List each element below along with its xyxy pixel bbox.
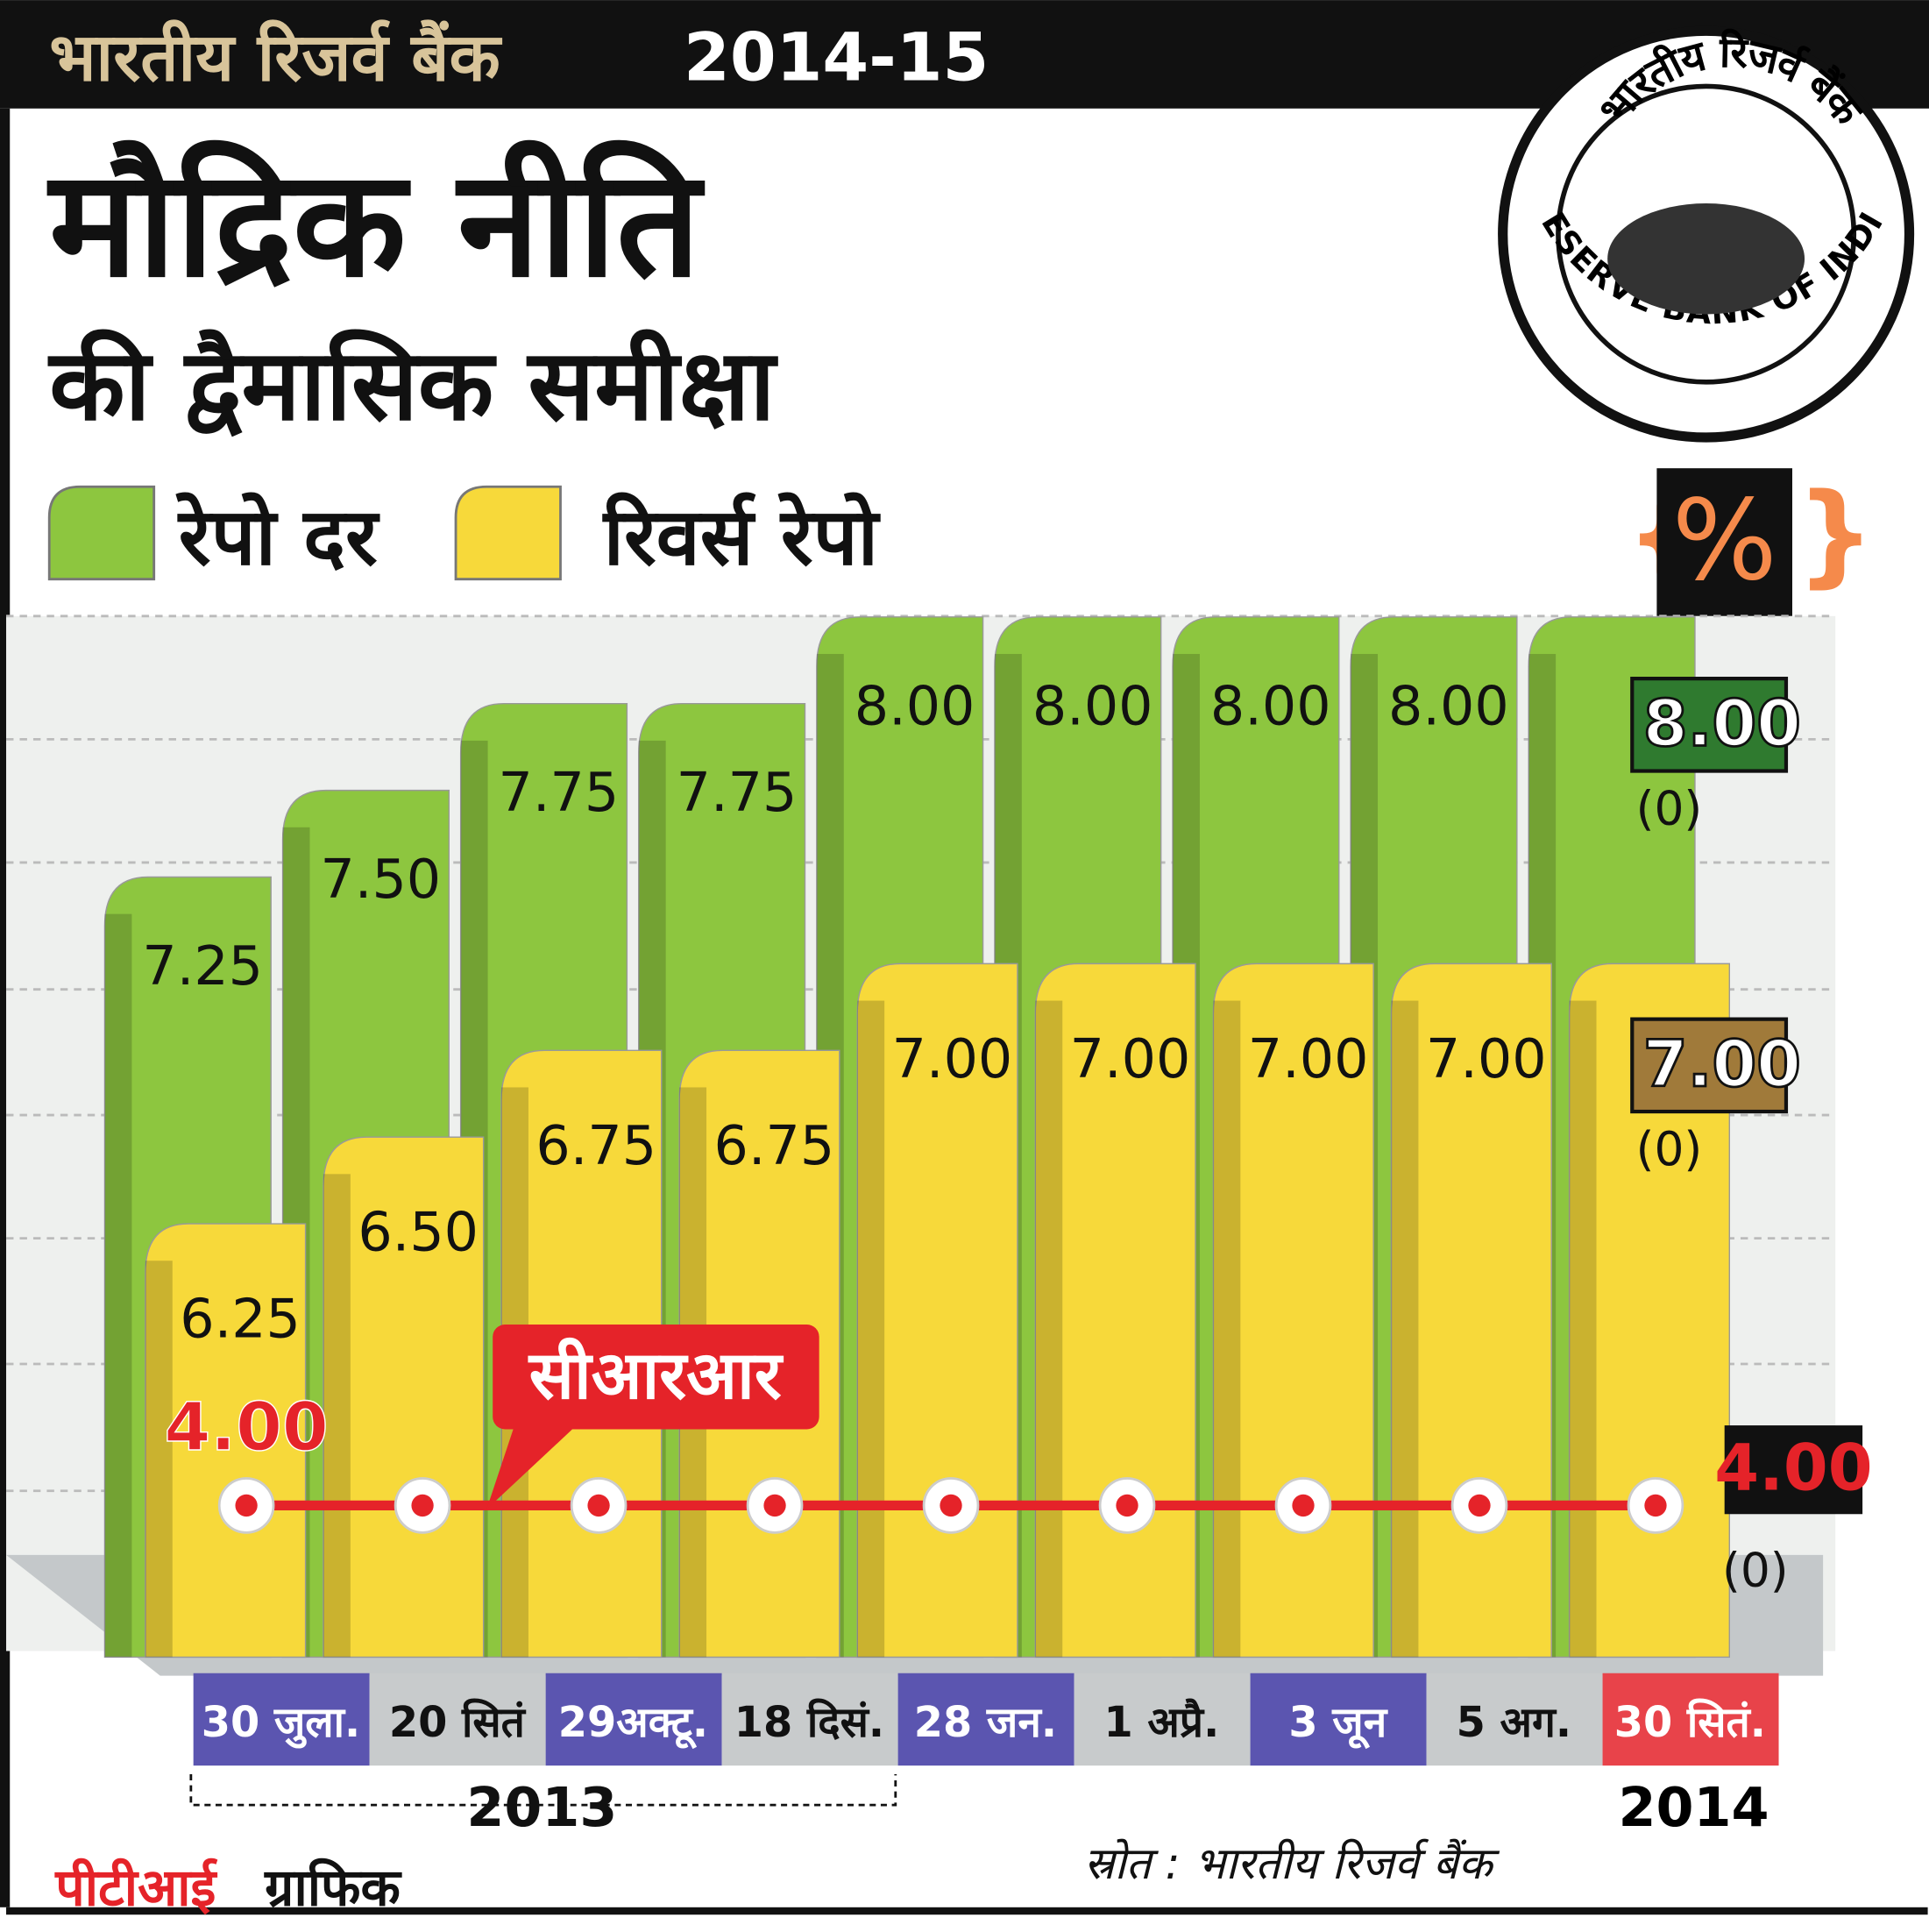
category-box [545,1673,722,1766]
header-org: भारतीय रिजर्व बैंक [49,18,502,96]
bar [323,1136,485,1659]
bar-side [1391,1000,1419,1658]
category-box [1602,1673,1779,1766]
value-label: 6.75 [714,1114,835,1177]
bar-side [1035,1000,1063,1658]
value-label: 7.75 [499,761,620,824]
credit-word: ग्राफिक [264,1857,402,1918]
value-label: 8.00 [1388,674,1509,737]
change-label: (0) [1722,1542,1789,1597]
bar [1568,962,1731,1659]
value-label: 6.25 [180,1288,301,1351]
x-tick-label: 28 जन. [914,1699,1057,1747]
value-label: 8.00 [855,674,975,737]
footer-line [6,1907,1928,1915]
category-box [897,1673,1074,1766]
source: स्रोत : भारतीय रिजर्व बैंक [1084,1837,1500,1889]
value-label: 8.00 [1643,686,1801,761]
point-core [1116,1494,1138,1517]
change-label: (0) [1636,1121,1703,1176]
value-label: 4.00 [164,1389,328,1466]
credit-agency: पीटीआई [54,1857,217,1918]
chart-title: मौद्रिक नीति [46,138,706,310]
bar-side [104,913,132,1658]
value-label: 7.75 [677,761,798,824]
category-box [193,1673,370,1766]
x-tick-label: 20 सितं [389,1698,527,1747]
value-label: 7.00 [1248,1027,1369,1090]
value-label: 7.00 [1643,1027,1801,1102]
legend-label: रेपो दर [175,492,380,583]
x-tick-label: 30 सितं. [1614,1698,1766,1747]
value-label: 8.00 [1032,674,1153,737]
x-tick-label: 29अक्टू. [558,1699,708,1750]
bar [856,962,1018,1659]
value-label: 7.00 [1426,1027,1547,1090]
value-box [1724,1425,1863,1515]
legend-label: रिवर्स रेपो [602,492,881,583]
bar [1390,962,1552,1659]
point-core [411,1494,434,1517]
x-tick-label: 3 जून [1288,1699,1387,1750]
unit-brace: } [1796,470,1875,599]
category-box [1426,1673,1603,1766]
category-box [1250,1673,1427,1766]
change-label: (0) [1636,781,1703,836]
point-core [587,1494,610,1517]
series-name: सीआरआर [528,1337,784,1414]
point-core [940,1494,962,1517]
point-core [1644,1494,1667,1517]
year-bracket [189,1774,897,1807]
value-label: 7.00 [892,1027,1013,1090]
value-label: 7.50 [320,848,441,911]
unit-box [1656,468,1792,616]
bar-side [145,1261,173,1658]
chart-subtitle: की द्वैमासिक समीक्षा [47,328,778,443]
value-label: 4.00 [1714,1431,1872,1505]
callout-box [493,1324,819,1430]
frame [0,108,11,1907]
value-box [1630,1017,1789,1114]
value-label: 7.00 [1070,1027,1191,1090]
legend-swatch [47,485,156,581]
header-period: 2014-15 [684,18,989,96]
bar-side [323,1174,351,1658]
value-box [1630,677,1789,773]
point-core [1468,1494,1491,1517]
category-box [721,1673,898,1766]
year-label: 2014 [1619,1776,1769,1839]
point-core [763,1494,786,1517]
x-tick-label: 1 अप्रै. [1104,1698,1220,1747]
legend-swatch [454,485,562,581]
value-label: 6.75 [535,1114,656,1177]
bar-side [857,1000,885,1658]
point-core [235,1494,258,1517]
value-label: 6.50 [358,1201,479,1264]
callout-pointer [486,1417,579,1509]
year-label: 2013 [466,1776,617,1839]
x-tick-label: 5 अग. [1457,1699,1571,1747]
bar [1212,962,1374,1659]
logo-tiger [1607,203,1805,315]
bar [1034,962,1196,1659]
point-core [1292,1494,1315,1517]
category-box [1074,1673,1251,1766]
x-tick-label: 30 जुला. [202,1699,360,1749]
x-tick-label: 18 दिसं. [734,1698,884,1747]
logo-ring [1556,83,1857,385]
bar [145,1223,307,1659]
category-box [369,1673,546,1766]
value-label: 8.00 [1210,674,1331,737]
marks: रेपो दर रिवर्स रेपो 7.25 7.50 7.75 7.75 8.00 8.… [47,485,1873,1766]
bar-side [1213,1000,1241,1658]
bar-side [1569,1000,1597,1658]
unit: % [1672,476,1777,605]
value-label: 7.25 [142,934,263,998]
